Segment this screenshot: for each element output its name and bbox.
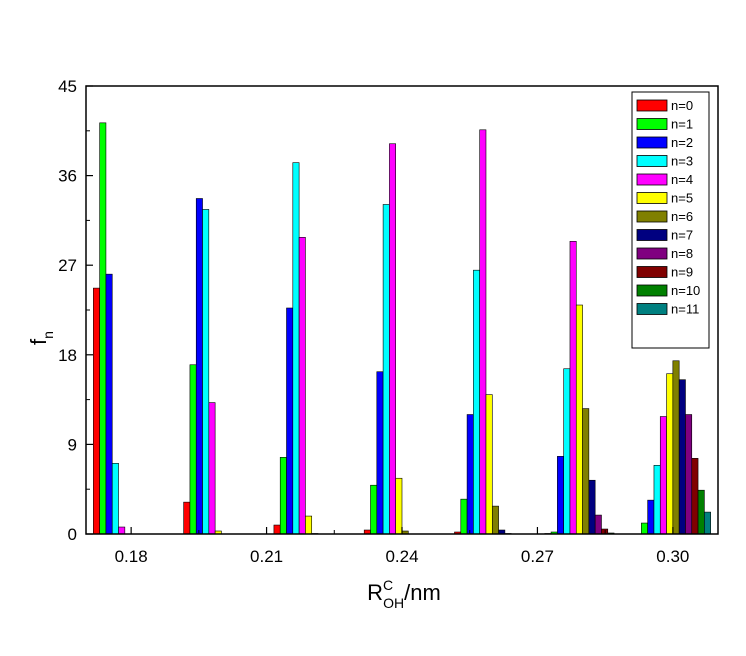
bar-n3-0.22 <box>292 162 300 535</box>
bar-n11-0.30 <box>704 511 711 535</box>
legend-swatch-n11 <box>636 303 668 315</box>
bar-n2-0.24 <box>376 371 384 535</box>
y-axis-title: fn <box>26 331 56 345</box>
bar-n5-0.30 <box>666 373 674 535</box>
legend-swatch-n4 <box>636 173 668 186</box>
bar-n6-0.26 <box>491 505 499 535</box>
legend-swatch-n2 <box>636 136 668 149</box>
bar-n1-0.30 <box>641 522 648 535</box>
legend-swatch-n7 <box>636 229 668 241</box>
bar-n6-0.30 <box>672 360 680 535</box>
bar-n5-0.22 <box>305 515 313 535</box>
bar-n2-0.28 <box>557 456 564 535</box>
bar-n3-0.24 <box>382 204 390 535</box>
legend-label-n7: n=7 <box>671 228 693 243</box>
y-tick-label: 27 <box>58 256 77 275</box>
bar-n4-0.28 <box>569 241 577 535</box>
bar-n2-0.30 <box>647 499 655 535</box>
legend-label-n10: n=10 <box>671 283 700 298</box>
bar-n0-0.18 <box>93 287 100 535</box>
bar-n4-0.22 <box>298 237 306 535</box>
legend-swatch-n3 <box>636 155 668 167</box>
bar-n6-0.28 <box>582 408 590 535</box>
plot-frame <box>85 85 719 535</box>
y-tick-label: 9 <box>68 435 77 454</box>
y-axis-title-sub: n <box>40 331 56 339</box>
legend-swatch-n0 <box>636 99 668 112</box>
legend-swatch-n10 <box>636 284 668 297</box>
x-tick-label: 0.18 <box>115 547 148 566</box>
bar-n4-0.24 <box>389 143 396 535</box>
bar-n0-0.22 <box>273 524 281 535</box>
x-tick-label: 0.24 <box>385 547 418 566</box>
bar-n2-0.18 <box>105 273 113 535</box>
bar-n3-0.28 <box>563 368 571 535</box>
legend-label-n6: n=6 <box>671 209 693 224</box>
bar-n5-0.26 <box>485 394 493 535</box>
y-axis: 0 9 18 27 36 45 <box>58 77 93 544</box>
bar-n4-0.20 <box>208 402 216 535</box>
legend-swatch-n5 <box>636 192 668 204</box>
legend-swatch-n1 <box>636 118 668 130</box>
bar-n3-0.30 <box>653 465 661 535</box>
bars-layer <box>93 122 711 535</box>
x-axis-title-sup: C <box>383 577 393 593</box>
bar-n3-0.26 <box>473 269 480 535</box>
x-tick-label: 0.27 <box>521 547 554 566</box>
bar-n10-0.30 <box>697 489 705 535</box>
bar-n5-0.28 <box>575 304 583 535</box>
x-axis: 0.18 0.21 0.24 0.27 0.30 <box>115 527 689 566</box>
bar-n5-0.24 <box>395 477 403 535</box>
legend-swatch-n6 <box>636 210 668 223</box>
y-tick-label: 0 <box>68 525 77 544</box>
bar-n0-0.20 <box>183 501 191 535</box>
bar-n3-0.18 <box>111 463 119 535</box>
bar-n2-0.22 <box>286 307 294 535</box>
legend-label-n4: n=4 <box>671 172 693 187</box>
bar-n9-0.30 <box>691 458 699 535</box>
bar-n3-0.20 <box>202 209 210 535</box>
legend-label-n1: n=1 <box>671 117 693 132</box>
legend-swatch-n8 <box>636 247 668 260</box>
legend-swatch-n9 <box>636 266 668 278</box>
y-tick-label: 18 <box>58 346 77 365</box>
y-tick-label: 45 <box>58 77 77 96</box>
x-axis-title-main: R <box>367 580 383 605</box>
legend-label-n11: n=11 <box>671 302 699 317</box>
legend-label-n2: n=2 <box>671 135 693 150</box>
legend-label-n9: n=9 <box>671 265 693 280</box>
bar-n7-0.28 <box>588 479 596 535</box>
bar-n2-0.20 <box>195 198 203 535</box>
x-tick-label: 0.21 <box>250 547 283 566</box>
bar-n1-0.22 <box>279 457 287 535</box>
bar-n2-0.26 <box>466 414 474 535</box>
bar-n1-0.20 <box>189 364 197 535</box>
legend-label-n5: n=5 <box>671 191 693 206</box>
bar-n4-0.26 <box>479 129 487 535</box>
x-tick-label: 0.30 <box>656 547 689 566</box>
legend-label-n8: n=8 <box>671 246 693 261</box>
bar-n1-0.24 <box>370 484 378 535</box>
bar-n7-0.30 <box>678 379 686 535</box>
legend: n=0 n=1 n=2 n=3 n=4 n=5 n=6 n=7 n=8 n=9 n=10 n=11 <box>631 91 710 349</box>
legend-label-n0: n=0 <box>671 98 693 113</box>
legend-label-n3: n=3 <box>671 154 693 169</box>
x-axis-title-tail: /nm <box>404 580 441 605</box>
bar-n1-0.18 <box>99 122 107 535</box>
x-axis-title: RC OH/nm <box>367 577 441 611</box>
y-tick-label: 36 <box>58 167 77 186</box>
y-axis-title-main: f <box>26 338 51 345</box>
bar-n8-0.30 <box>685 414 693 535</box>
bar-n1-0.26 <box>460 498 468 535</box>
bar-n4-0.30 <box>659 416 667 535</box>
x-axis-title-sub: OH <box>383 595 404 611</box>
bar-n8-0.28 <box>594 514 602 535</box>
bar-n4-0.18 <box>118 526 126 535</box>
